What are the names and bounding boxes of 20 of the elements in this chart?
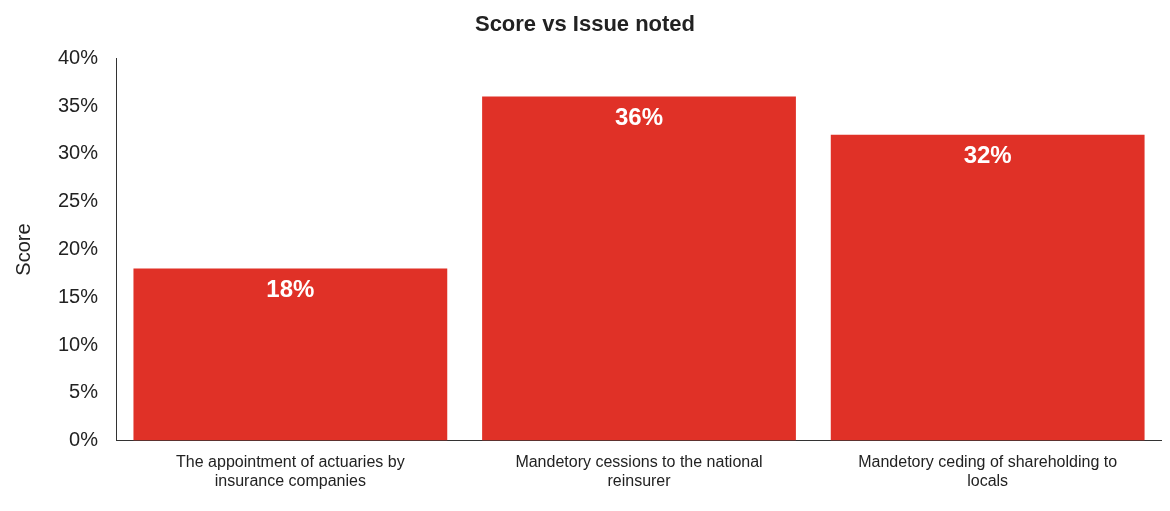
bar	[482, 96, 796, 441]
y-tick-label: 40%	[58, 45, 99, 68]
bar	[830, 134, 1145, 441]
y-tick-label: 35%	[58, 93, 99, 116]
y-tick-label: 5%	[69, 380, 99, 403]
x-tick-label: Mandetory ceding of shareholding to locals	[858, 452, 1118, 489]
data-label: 18%	[266, 275, 315, 303]
data-label: 32%	[963, 141, 1012, 169]
y-tick-label: 30%	[58, 141, 99, 164]
chart-title: Score vs Issue noted	[474, 11, 696, 37]
y-tick-label: 25%	[58, 189, 99, 212]
y-tick-label: 20%	[58, 237, 99, 260]
bar	[133, 268, 448, 441]
y-axis-title: Score	[11, 223, 34, 276]
y-tick-label: 15%	[58, 284, 99, 307]
x-tick-label: The appointment of actuaries by insurance companies	[176, 452, 405, 489]
y-tick-label: 10%	[58, 332, 99, 355]
y-tick-label: 0%	[69, 428, 99, 451]
x-tick-label: Mandetory cessions to the national reinsurer	[515, 452, 763, 489]
data-label: 36%	[614, 103, 664, 131]
